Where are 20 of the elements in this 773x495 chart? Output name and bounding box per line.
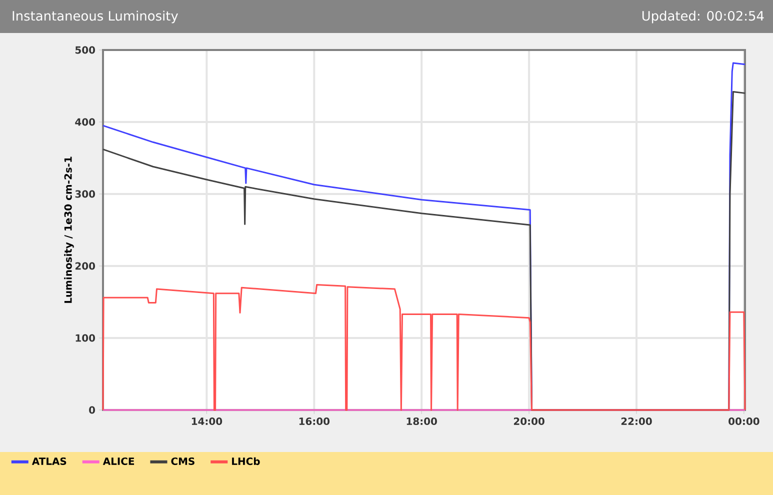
chart-subtitle: Updated: 00:02:54	[642, 10, 764, 24]
y-tick-label: 200	[75, 262, 96, 270]
x-tick-label: 18:00	[406, 417, 437, 426]
y-axis-title: Luminosity / 1e30 cm-2s-1	[64, 156, 74, 303]
x-tick-label: 14:00	[192, 417, 222, 426]
x-tick-label: 22:00	[621, 417, 652, 426]
y-tick-label: 500	[75, 46, 96, 54]
y-tick-label: 0	[89, 406, 96, 414]
legend-label: LHCb	[232, 457, 260, 466]
chart-title: Instantaneous Luminosity	[12, 10, 178, 24]
line-series	[102, 284, 746, 411]
legend-label: ALICE	[102, 457, 134, 465]
y-tick-label: 300	[75, 190, 96, 198]
x-tick-label: 20:00	[514, 417, 544, 426]
legend-label: CMS	[171, 457, 194, 465]
y-tick-label: 400	[75, 118, 96, 126]
x-tick-label: 00:00	[728, 417, 760, 426]
x-tick-label: 16:00	[299, 417, 330, 426]
y-tick-label: 100	[76, 334, 96, 342]
legend-label: ATLAS	[32, 457, 66, 465]
